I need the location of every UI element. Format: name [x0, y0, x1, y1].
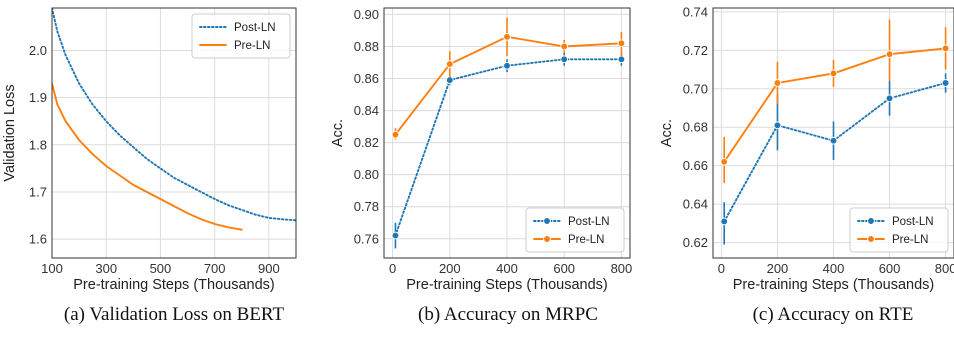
data-point — [773, 79, 782, 87]
series-line-post-ln — [52, 8, 296, 222]
legend-label: Pre-LN — [892, 234, 928, 246]
y-tick-label: 0.62 — [683, 235, 708, 250]
x-axis-label: Pre-training Steps (Thousands) — [733, 277, 935, 293]
x-axis-label: Pre-training Steps (Thousands) — [73, 277, 275, 293]
plot-frame — [51, 7, 297, 259]
y-tick-label: 0.76 — [354, 231, 379, 246]
data-point — [885, 50, 894, 59]
series-group — [720, 19, 950, 245]
x-tick-label: 800 — [611, 261, 633, 276]
legend-swatch-marker — [543, 235, 551, 243]
legend-swatch-marker — [867, 235, 875, 243]
data-point — [617, 39, 626, 48]
y-tick-label: 0.64 — [683, 197, 708, 212]
legend-box — [849, 207, 949, 253]
data-point — [617, 55, 626, 64]
plot-frame — [383, 7, 631, 259]
legend: Post-LN Pre-LN — [849, 207, 949, 253]
y-tick-label: 0.86 — [354, 71, 379, 86]
x-tick-label: 0 — [718, 261, 725, 276]
data-point — [391, 130, 400, 139]
legend-label: Post-LN — [892, 216, 934, 228]
series-line-pre-ln — [52, 82, 243, 231]
legend-swatch-marker — [867, 217, 875, 225]
y-tick-label: 0.72 — [683, 43, 708, 58]
data-point — [829, 69, 838, 78]
x-tick-label: 600 — [879, 261, 901, 276]
x-tick-label: 200 — [767, 261, 789, 276]
legend-label: Post-LN — [568, 216, 610, 228]
y-axis-label: Validation Loss — [2, 84, 18, 181]
x-tick-label: 400 — [496, 261, 518, 276]
y-tick-label: 0.78 — [354, 199, 379, 214]
y-tick-label: 2.0 — [29, 43, 47, 58]
legend-label: Post-LN — [234, 22, 276, 34]
x-tick-label: 200 — [439, 261, 461, 276]
x-tick-label: 400 — [823, 261, 845, 276]
y-tick-label: 0.80 — [354, 167, 379, 182]
y-tick-label: 0.68 — [683, 120, 708, 135]
figure-caption: (c) Accuracy on RTE — [753, 304, 914, 325]
legend: Post-LN Pre-LN — [525, 207, 625, 253]
legend-box — [191, 13, 291, 59]
data-point — [503, 32, 511, 41]
series-group — [52, 8, 296, 231]
y-tick-label: 1.7 — [29, 184, 47, 199]
plot-frame — [712, 7, 954, 259]
legend-box — [525, 207, 625, 253]
y-tick-label: 0.84 — [354, 103, 379, 118]
y-axis-label: Acc. — [330, 119, 346, 147]
y-tick-label: 1.8 — [29, 137, 47, 152]
y-tick-label: 0.82 — [354, 135, 379, 150]
y-tick-label: 0.90 — [354, 7, 379, 22]
y-tick-label: 1.6 — [29, 232, 47, 247]
legend-label: Pre-LN — [568, 234, 604, 246]
x-tick-label: 500 — [150, 261, 172, 276]
data-point — [720, 157, 729, 166]
series-group — [391, 17, 626, 249]
y-tick-label: 0.74 — [683, 4, 708, 19]
series-line-pre-ln — [394, 35, 623, 136]
data-point — [885, 94, 894, 103]
data-point — [503, 61, 511, 70]
x-tick-label: 700 — [204, 261, 226, 276]
y-tick-label: 0.70 — [683, 81, 708, 96]
legend: Post-LN Pre-LN — [191, 13, 291, 59]
chart-panel-2: 0 200 400 600 800 0.62 0.64 0.66 0.68 0.70 0.72 0.7… — [659, 4, 954, 325]
data-point — [560, 42, 569, 51]
figure-caption: (b) Accuracy on MRPC — [418, 304, 598, 325]
legend-swatch-marker — [543, 217, 551, 225]
x-axis-label: Pre-training Steps (Thousands) — [406, 277, 608, 293]
y-axis-label: Acc. — [659, 119, 675, 147]
chart-panel-1: 0 200 400 600 800 0.76 0.78 0.80 0.82 0.84 0.86 0.8… — [330, 7, 632, 325]
data-point — [941, 44, 950, 53]
x-tick-label: 600 — [553, 261, 575, 276]
data-point — [445, 60, 454, 68]
data-point — [720, 217, 729, 226]
data-point — [829, 136, 838, 145]
y-tick-label: 1.9 — [29, 90, 47, 105]
data-point — [445, 76, 454, 84]
data-point — [391, 231, 400, 240]
x-tick-label: 300 — [95, 261, 117, 276]
legend-label: Pre-LN — [234, 40, 270, 52]
chart-panel-0: 100 300 500 700 900 1.6 1.7 1.8 1.9 2.0 Pre-traini… — [2, 7, 297, 325]
data-point — [560, 55, 569, 64]
x-tick-label: 0 — [389, 261, 396, 276]
series-line-pre-ln — [723, 47, 947, 163]
x-tick-label: 800 — [935, 261, 954, 276]
figure-caption: (a) Validation Loss on BERT — [64, 304, 285, 325]
y-tick-label: 0.88 — [354, 39, 379, 54]
series-line-post-ln — [723, 82, 947, 223]
x-tick-label: 900 — [258, 261, 280, 276]
y-tick-label: 0.66 — [683, 158, 708, 173]
x-tick-label: 100 — [41, 261, 63, 276]
data-point — [941, 79, 950, 87]
data-point — [773, 121, 782, 130]
